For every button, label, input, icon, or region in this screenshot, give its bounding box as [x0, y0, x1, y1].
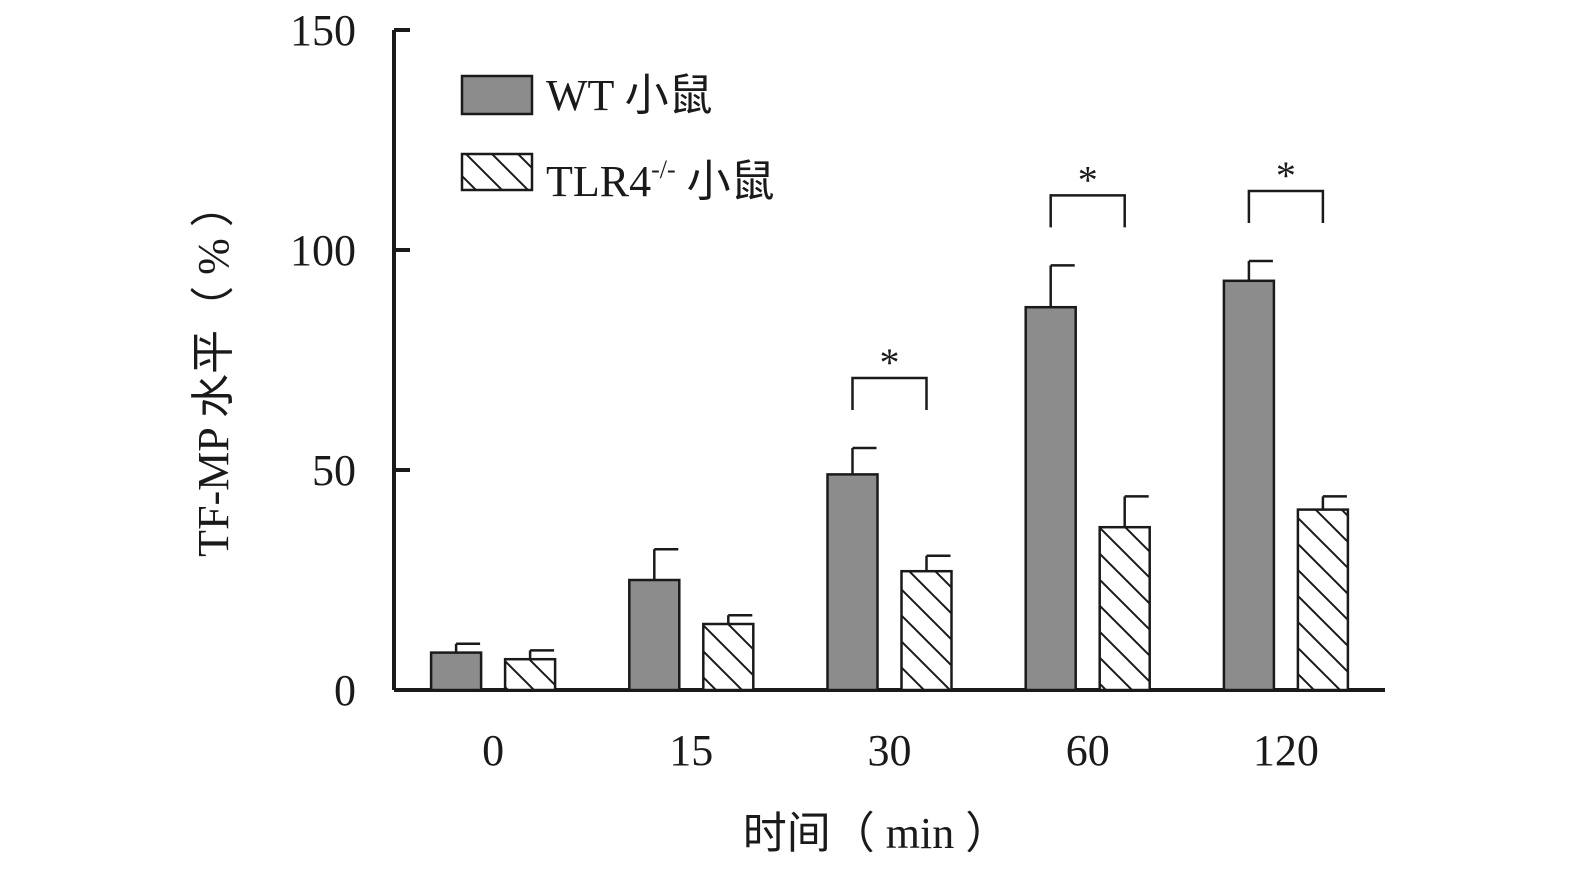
legend: WT 小鼠 TLR4-/- 小鼠 — [460, 71, 775, 206]
x-tick-label: 60 — [1066, 726, 1110, 775]
y-axis-title: TF-MP 水平（ % ） — [189, 183, 238, 557]
bar-wt — [429, 651, 483, 692]
y-tick-label: 0 — [334, 666, 356, 715]
bars — [429, 259, 1350, 692]
significance-markers: * * * — [851, 153, 1325, 410]
significance-bracket — [1247, 189, 1325, 223]
x-tick-label: 0 — [482, 726, 504, 775]
bar-wt — [826, 473, 879, 692]
bar-wt — [1024, 305, 1077, 692]
bar-tlr4 — [1296, 508, 1350, 692]
y-axis: 0 50 100 150 — [290, 6, 410, 715]
x-tick-label: 15 — [669, 726, 713, 775]
legend-label-tlr4: TLR4-/- 小鼠 — [546, 155, 775, 206]
x-tick-label: 30 — [868, 726, 912, 775]
x-tick-label: 120 — [1253, 726, 1319, 775]
bar-tlr4 — [702, 622, 755, 692]
significance-star: * — [1078, 157, 1098, 202]
bar-tlr4 — [1098, 525, 1151, 692]
bar-tlr4 — [503, 657, 557, 692]
legend-swatch-tlr4 — [460, 152, 534, 192]
y-tick-label: 50 — [312, 446, 356, 495]
significance-bracket — [1049, 194, 1126, 228]
bar-tlr4 — [900, 569, 953, 692]
y-tick-label: 150 — [290, 6, 356, 55]
significance-star: * — [1276, 153, 1296, 198]
x-axis-title: 时间（ min ） — [743, 809, 1009, 858]
y-tick-label: 100 — [290, 226, 356, 275]
significance-bracket — [851, 376, 928, 410]
x-axis: 0 15 30 60 120 — [394, 688, 1385, 775]
bar-wt — [628, 578, 681, 692]
legend-swatch-wt — [460, 74, 534, 116]
legend-label-wt: WT 小鼠 — [546, 71, 713, 120]
significance-star: * — [880, 340, 900, 385]
bar-wt — [1222, 279, 1276, 692]
